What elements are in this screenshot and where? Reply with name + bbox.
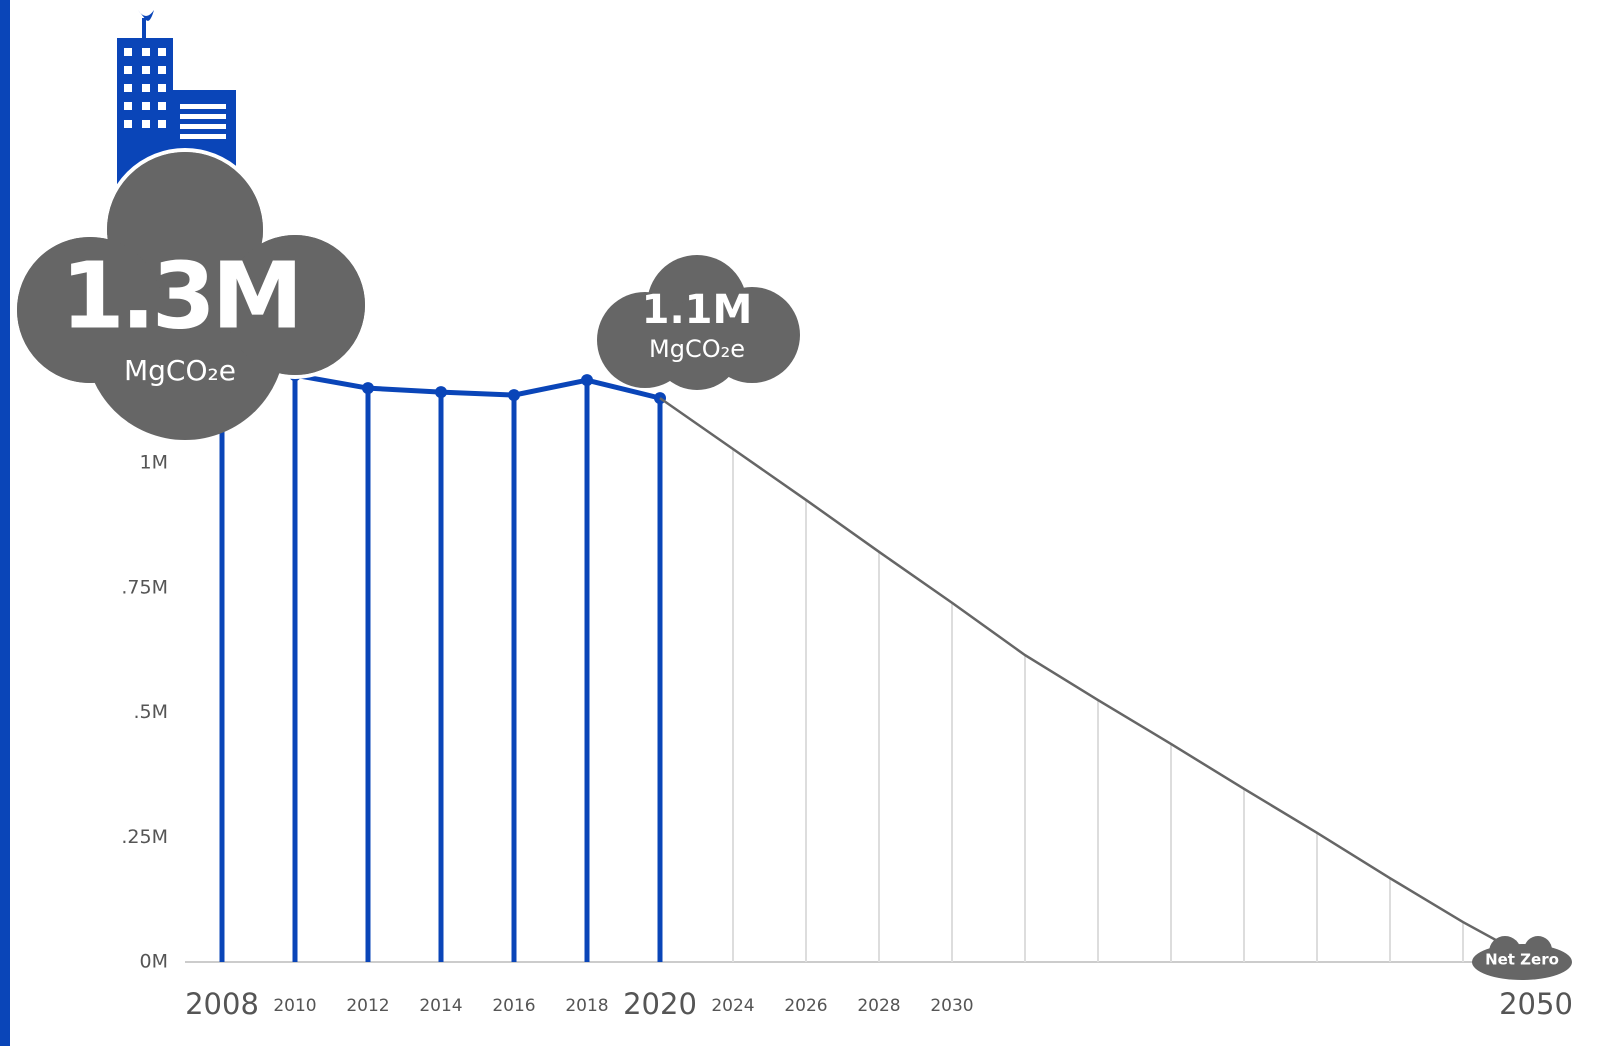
x-tick-label: 2026	[784, 996, 827, 1016]
building-icon	[117, 10, 236, 198]
y-tick-label: .25M	[121, 826, 168, 848]
x-tick-label: 2008	[185, 987, 259, 1021]
x-tick-label: 2050	[1499, 987, 1573, 1021]
point	[362, 382, 374, 395]
annotation-unit: MgCO₂e	[124, 354, 236, 387]
x-tick-label: 2012	[346, 996, 389, 1016]
y-tick-label: .75M	[121, 576, 168, 598]
projection-line	[659, 397, 1537, 964]
plot: 0M .25M .5M .75M 1M 2008 2010 2012 2014 2016 2018 2…	[121, 307, 1573, 1021]
annotation-value: 1.1M	[642, 287, 753, 333]
x-tick-label: 2024	[711, 996, 754, 1016]
side-stripe	[0, 0, 10, 1046]
point	[508, 389, 520, 402]
x-tick-label: 2020	[623, 987, 697, 1021]
x-tick-label: 2028	[857, 996, 900, 1016]
cloud-1: 1.3M MgCO₂e	[13, 148, 369, 440]
cloud-3: Net Zero	[1472, 936, 1572, 980]
x-tick-label: 2018	[565, 996, 608, 1016]
y-tick-label: .5M	[133, 701, 168, 723]
y-tick-label: 0M	[140, 951, 168, 973]
annotation-text: Net Zero	[1485, 951, 1559, 969]
x-tick-label: 2014	[419, 996, 462, 1016]
annotation-unit: MgCO₂e	[649, 335, 745, 363]
annotation-value: 1.3M	[61, 242, 300, 349]
point	[581, 374, 593, 387]
x-tick-label: 2010	[273, 996, 316, 1016]
x-tick-label: 2016	[492, 996, 535, 1016]
x-tick-label: 2030	[930, 996, 973, 1016]
y-tick-label: 1M	[140, 452, 168, 474]
cloud-2: 1.1M MgCO₂e	[597, 255, 800, 390]
point	[435, 386, 447, 399]
